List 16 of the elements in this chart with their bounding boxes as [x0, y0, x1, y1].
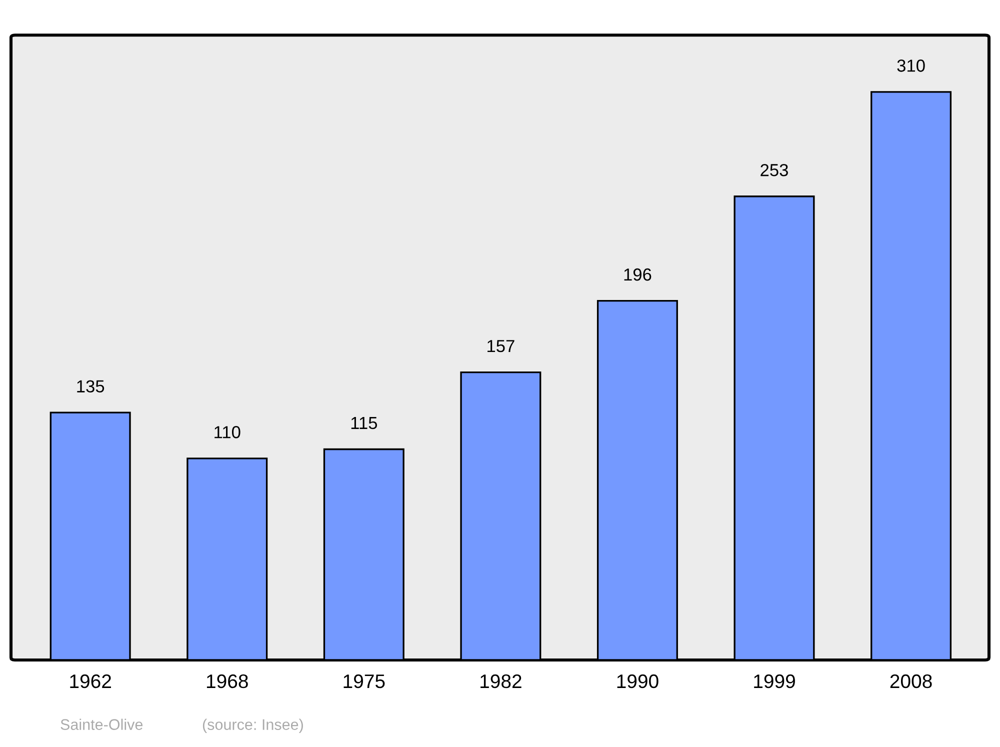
x-tick-label: 1999 — [754, 674, 795, 688]
x-tick-label: 1990 — [617, 674, 658, 688]
x-tick-label: 1962 — [70, 674, 111, 688]
data-label: 310 — [897, 60, 925, 72]
data-label: 115 — [351, 417, 378, 430]
data-label: 253 — [760, 164, 788, 176]
x-tick-label: 1982 — [480, 674, 522, 688]
x-tick-label: 2008 — [890, 674, 932, 688]
text: Sainte-Olive — [60, 718, 143, 730]
data-label: 196 — [624, 268, 652, 281]
data-label: 135 — [77, 380, 104, 392]
text: (source: Insee) — [202, 718, 303, 733]
x-tick-label: 1975 — [344, 674, 385, 688]
data-label: 157 — [488, 340, 514, 352]
data-label: 110 — [214, 426, 240, 438]
x-tick-label: 1968 — [206, 674, 248, 688]
